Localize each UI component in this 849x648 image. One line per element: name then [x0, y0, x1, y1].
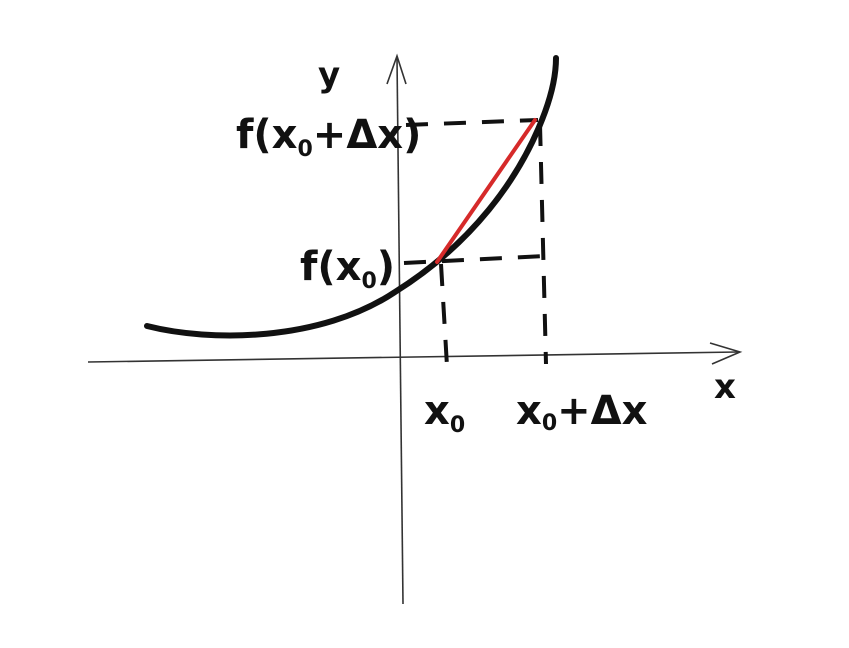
- x-axis-label: x: [714, 367, 736, 407]
- y-tick-1-sub: 0: [297, 137, 312, 162]
- x-tick-label-x0-dx: x0+Δx: [516, 388, 648, 436]
- x-tick-1-main: x: [516, 388, 542, 434]
- function-curve: [144, 55, 559, 339]
- y-axis-label: y: [318, 55, 340, 95]
- x-tick-0-main: x: [424, 388, 450, 434]
- x-axis-arrowhead: [709, 342, 743, 365]
- y-tick-label-f-x0-dx: f(x0+Δx): [236, 112, 421, 162]
- y-axis-arrowhead: [386, 53, 407, 85]
- y-tick-0-pre: f(x: [300, 244, 362, 290]
- y-tick-label-f-x0: f(x0): [300, 244, 395, 294]
- y-tick-1-post: +Δx): [313, 112, 422, 158]
- y-tick-0-post: ): [377, 244, 395, 290]
- guide-x0-vertical: [439, 263, 449, 367]
- guide-f-x0-horizontal: [403, 254, 547, 265]
- y-tick-1-pre: f(x: [236, 112, 298, 158]
- x-tick-label-x0: x0: [424, 388, 465, 438]
- guide-x0-dx-vertical: [538, 123, 548, 365]
- x-tick-0-sub: 0: [450, 413, 465, 438]
- guide-f-x0-dx-horizontal: [405, 118, 539, 127]
- secant-line: [435, 118, 537, 264]
- y-tick-0-sub: 0: [361, 269, 376, 294]
- x-tick-1-sub: 0: [542, 411, 557, 436]
- x-tick-1-rest: +Δx: [557, 388, 647, 434]
- y-axis: [396, 57, 404, 605]
- axes: [87, 53, 743, 605]
- x-axis: [87, 351, 739, 363]
- guide-lines: [403, 118, 548, 367]
